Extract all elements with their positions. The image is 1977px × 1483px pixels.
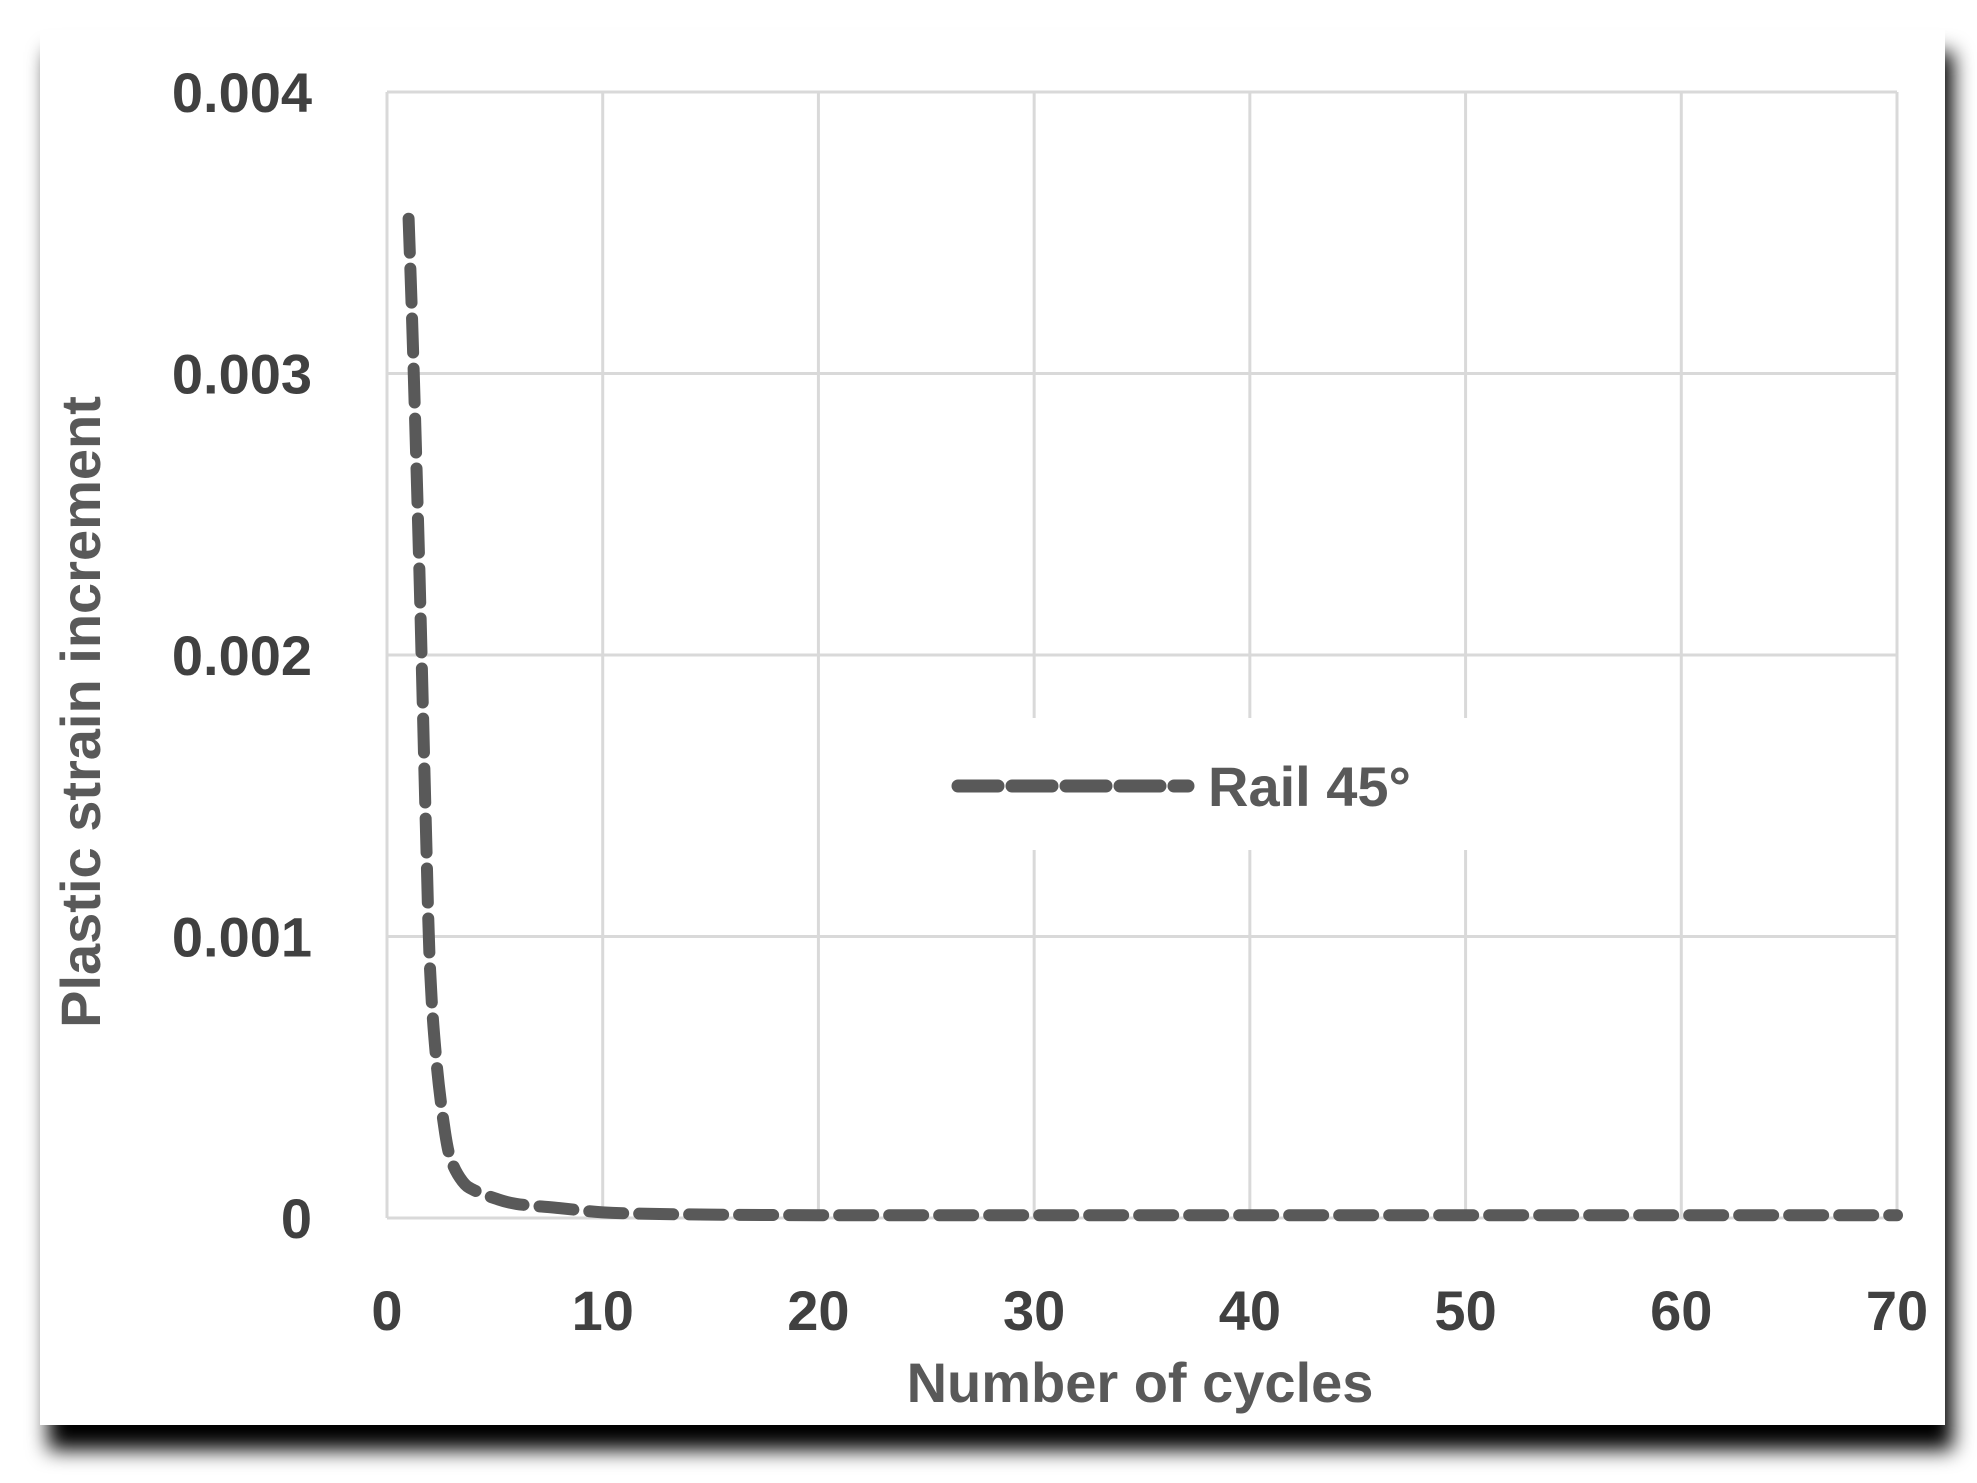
y-tick-label: 0.001 [172,906,312,969]
series-layer [402,212,1903,1222]
tick-label-layer: 0 10 20 30 40 50 60 70 0 0.001 0.002 0.003 0.004 [172,61,1928,1342]
x-tick-label: 40 [1219,1279,1281,1342]
x-tick-label: 70 [1866,1279,1928,1342]
grid-layer [385,90,1899,1220]
x-tick-label: 10 [572,1279,634,1342]
legend: Rail 45° [942,718,1482,850]
x-tick-label: 60 [1650,1279,1712,1342]
y-tick-label: 0.004 [172,61,312,124]
x-tick-label: 30 [1003,1279,1065,1342]
y-tick-label: 0.002 [172,624,312,687]
x-tick-label: 0 [371,1279,402,1342]
x-axis-title: Number of cycles [907,1351,1374,1414]
y-axis-title: Plastic strain increment [49,396,112,1028]
x-tick-label: 20 [787,1279,849,1342]
series-line-rail-45 [402,212,1903,1222]
x-tick-label: 50 [1434,1279,1496,1342]
y-tick-label: 0 [281,1187,312,1250]
y-tick-label: 0.003 [172,343,312,406]
legend-label: Rail 45° [1208,755,1411,818]
